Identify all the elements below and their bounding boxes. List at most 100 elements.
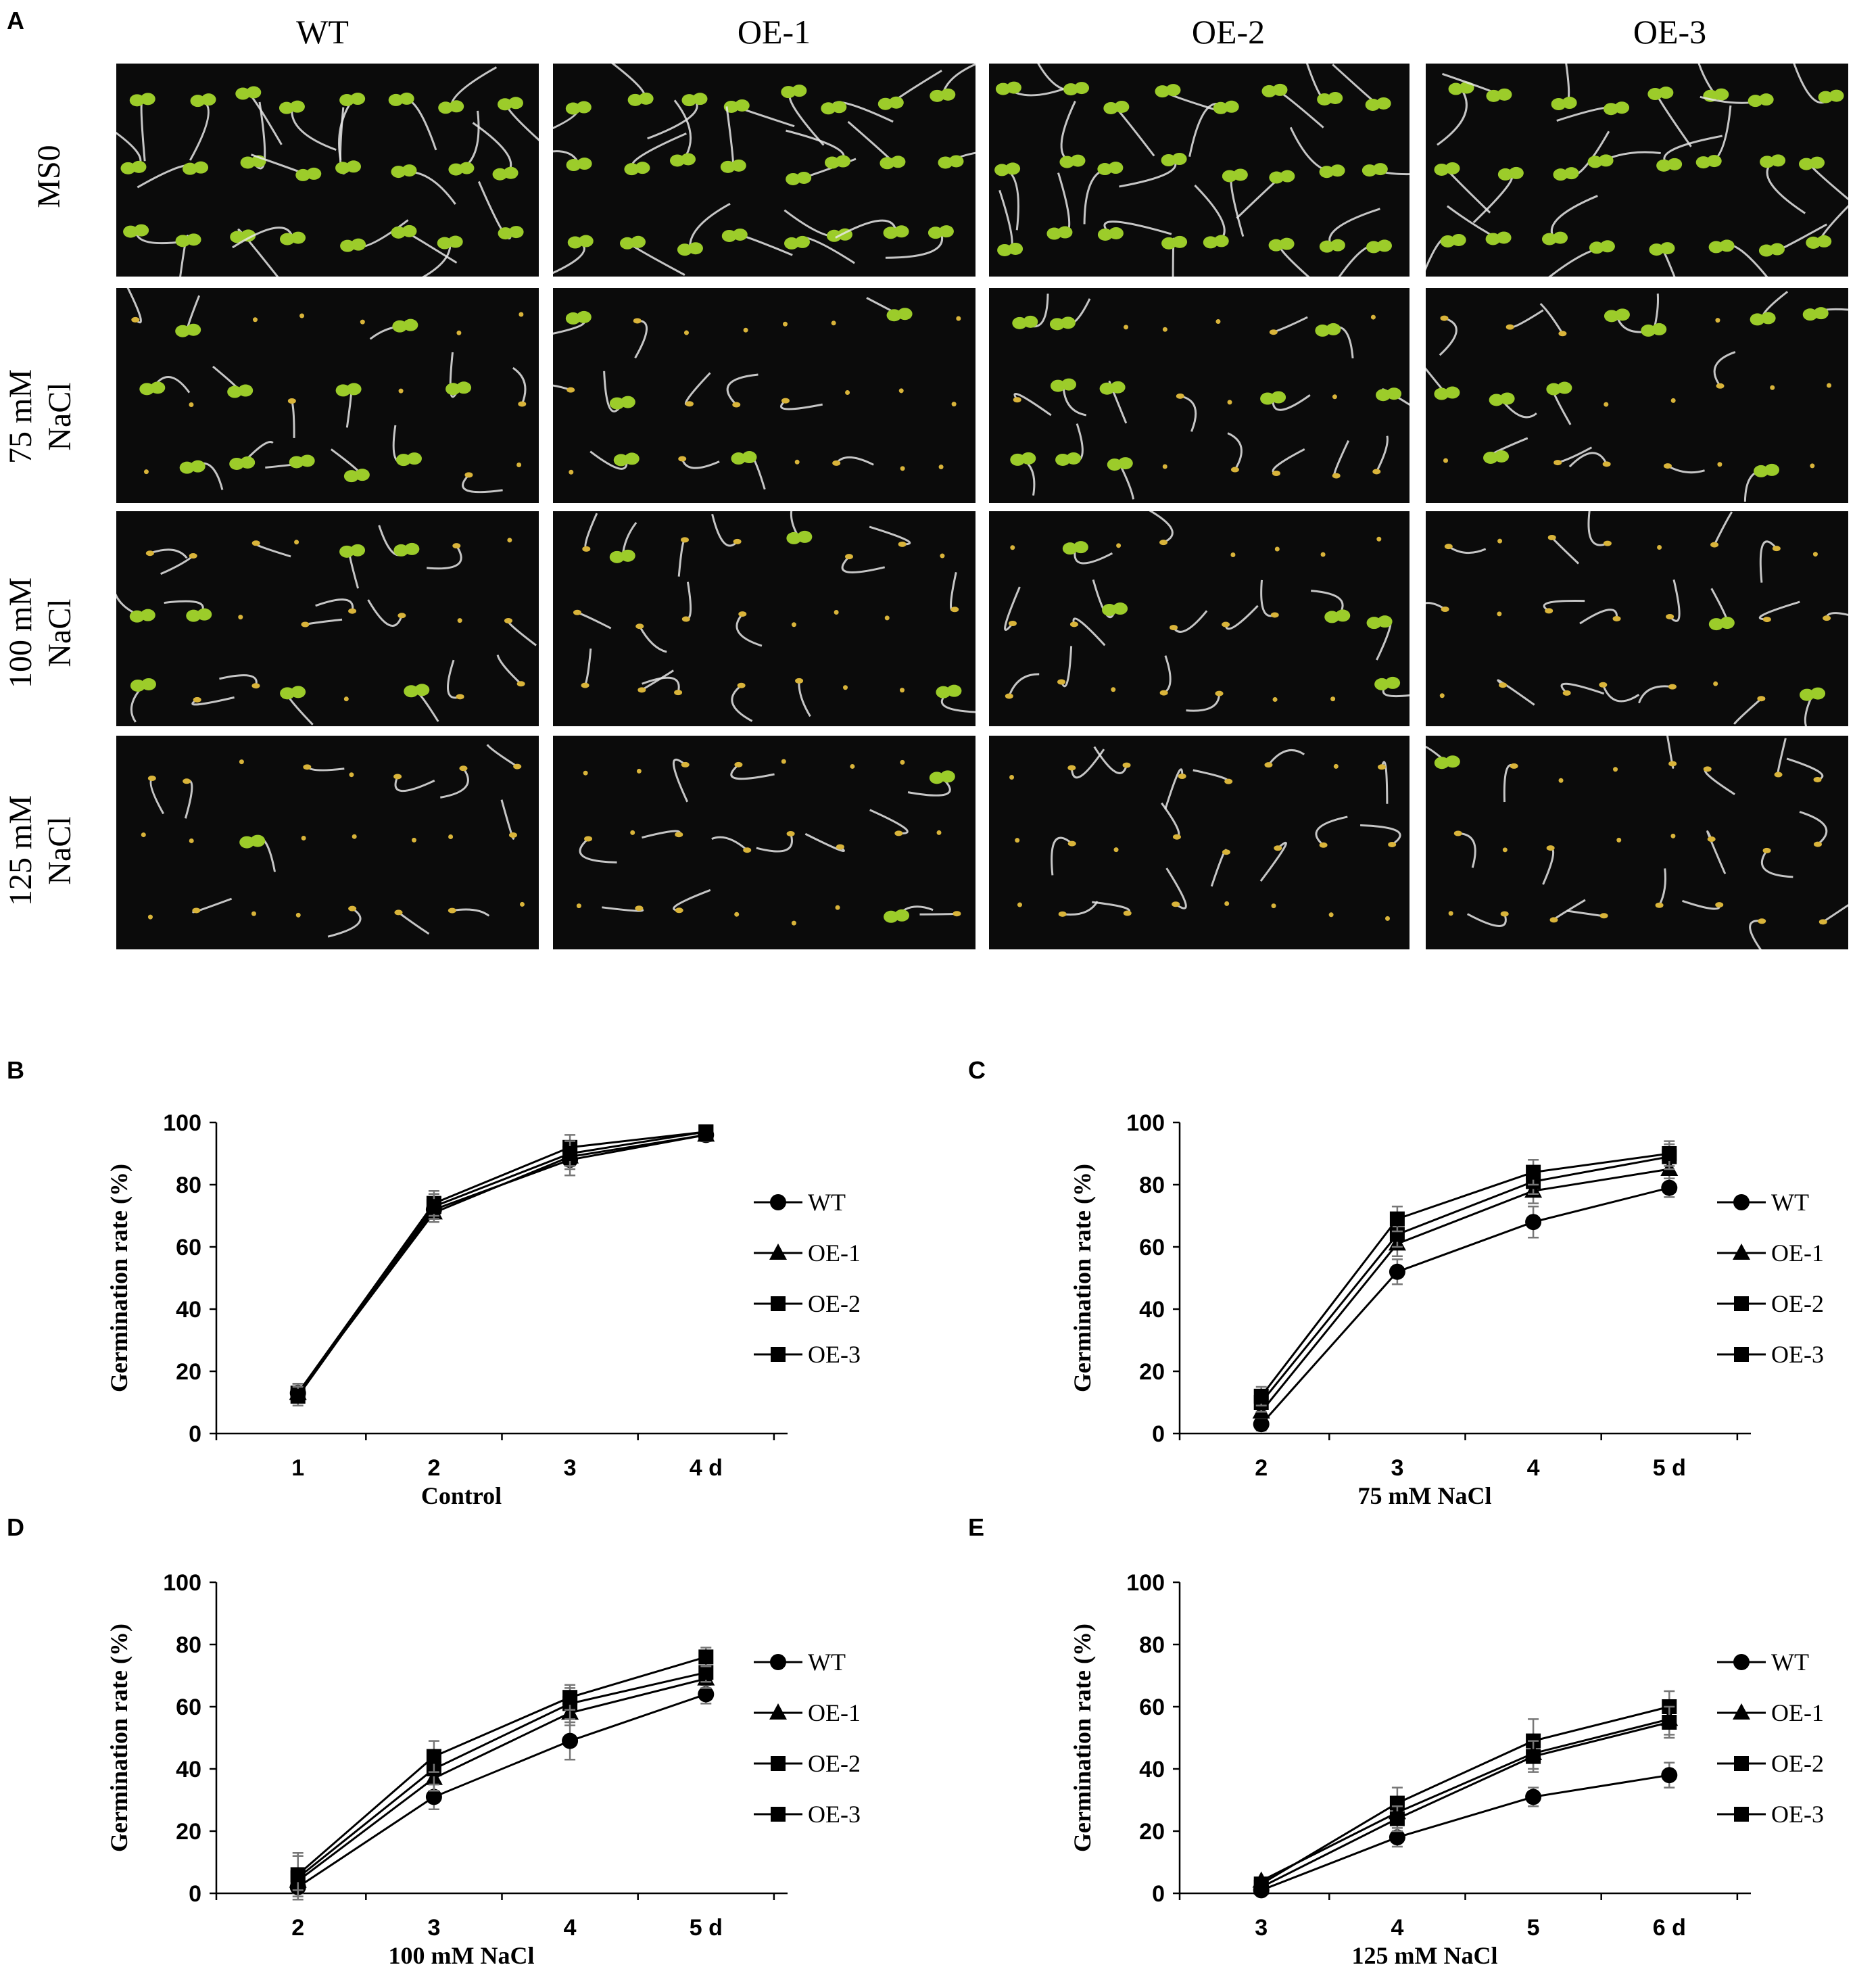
seedling bbox=[1670, 398, 1676, 403]
legend-label: OE-1 bbox=[1771, 1239, 1824, 1267]
seedling bbox=[784, 209, 852, 242]
seedling bbox=[845, 390, 850, 396]
seedling bbox=[1426, 745, 1460, 770]
seedling bbox=[472, 122, 519, 181]
seedling bbox=[175, 233, 201, 277]
column-label-oe1: OE-1 bbox=[737, 13, 811, 51]
series-line bbox=[297, 1131, 706, 1394]
y-tick-label: 100 bbox=[1126, 1110, 1165, 1136]
seedling bbox=[239, 759, 244, 765]
seedling bbox=[1338, 239, 1392, 277]
seedling bbox=[1083, 162, 1124, 224]
seedling bbox=[1426, 233, 1466, 271]
seedling bbox=[457, 618, 462, 623]
seedling-photo bbox=[989, 511, 1410, 726]
seedling bbox=[553, 150, 592, 172]
seedling-photo bbox=[553, 64, 975, 277]
seedling bbox=[681, 582, 692, 622]
x-tick-label: 3 bbox=[564, 1455, 577, 1481]
seedling bbox=[398, 388, 404, 394]
data-point bbox=[1253, 1388, 1269, 1404]
seedling bbox=[160, 553, 197, 575]
y-tick-label: 80 bbox=[1139, 1632, 1165, 1658]
data-point bbox=[1253, 1416, 1270, 1433]
seedling bbox=[1092, 901, 1132, 916]
seedling bbox=[1641, 293, 1667, 337]
seedling bbox=[936, 684, 975, 713]
seedling bbox=[250, 153, 322, 181]
seedling bbox=[1377, 761, 1389, 804]
seedling bbox=[1551, 64, 1577, 111]
legend-entry: OE-2 bbox=[1717, 1750, 1824, 1777]
y-tick-label: 60 bbox=[1139, 1695, 1165, 1720]
seedling bbox=[1568, 452, 1611, 468]
legend-marker bbox=[1733, 1654, 1750, 1670]
data-point bbox=[1662, 1715, 1677, 1730]
legend-marker bbox=[771, 1756, 786, 1771]
y-tick-label: 0 bbox=[1152, 1421, 1165, 1447]
seedling bbox=[1715, 318, 1720, 323]
seedling bbox=[1269, 316, 1308, 335]
seedling bbox=[898, 388, 904, 394]
data-point bbox=[290, 1388, 306, 1404]
seedling bbox=[1497, 611, 1502, 617]
seedling bbox=[1315, 815, 1348, 848]
legend-entry: OE-3 bbox=[1717, 1341, 1824, 1368]
seedling-photo bbox=[1426, 64, 1848, 277]
seedling bbox=[726, 373, 758, 408]
x-axis-title: 75 mM NaCl bbox=[1358, 1482, 1492, 1509]
x-tick-label: 5 bbox=[1527, 1915, 1540, 1941]
seedling bbox=[1058, 901, 1099, 917]
seedling bbox=[553, 101, 592, 130]
seedling bbox=[1004, 586, 1021, 631]
seedling bbox=[1483, 437, 1528, 464]
seedling bbox=[1333, 763, 1339, 769]
seedling bbox=[422, 235, 463, 277]
seedling bbox=[791, 920, 796, 926]
seedling bbox=[1750, 291, 1789, 326]
seedling bbox=[1103, 100, 1155, 157]
seedling bbox=[1448, 911, 1453, 916]
seedling bbox=[412, 837, 417, 843]
seedling bbox=[448, 834, 454, 839]
seedling bbox=[253, 317, 258, 323]
seedling bbox=[1539, 302, 1567, 337]
seedling bbox=[573, 609, 612, 630]
x-axis-title: 100 mM NaCl bbox=[389, 1942, 535, 1969]
seedling bbox=[1566, 909, 1608, 919]
seedling bbox=[994, 162, 1021, 231]
seedling bbox=[1260, 579, 1279, 618]
seedling bbox=[1604, 402, 1609, 407]
column-label-oe2: OE-2 bbox=[1191, 13, 1266, 51]
panel-e-letter: E bbox=[968, 1513, 985, 1541]
seedling bbox=[238, 615, 243, 620]
seedling bbox=[477, 181, 524, 240]
data-point bbox=[562, 1146, 578, 1161]
seedling bbox=[1055, 423, 1084, 466]
y-tick-label: 0 bbox=[189, 1421, 201, 1447]
seedling bbox=[1161, 802, 1181, 840]
seedling bbox=[1164, 768, 1186, 810]
legend-label: WT bbox=[808, 1649, 846, 1676]
seedling bbox=[391, 224, 458, 264]
seedling bbox=[736, 611, 763, 647]
legend-marker bbox=[771, 1807, 786, 1822]
seedling bbox=[1799, 156, 1848, 201]
seedling bbox=[630, 830, 635, 835]
seedling-photo bbox=[1426, 511, 1848, 726]
seedling bbox=[1268, 237, 1310, 277]
seedling bbox=[519, 312, 524, 317]
seedling bbox=[1647, 87, 1692, 147]
seedling bbox=[576, 903, 581, 909]
seedling bbox=[677, 203, 731, 256]
seedling bbox=[327, 905, 362, 938]
x-tick-label: 6 d bbox=[1653, 1915, 1686, 1941]
legend-entry: OE-1 bbox=[1717, 1699, 1824, 1726]
seedling bbox=[1360, 824, 1401, 847]
seedling bbox=[834, 610, 839, 615]
seedling bbox=[1062, 541, 1113, 565]
seedling bbox=[884, 905, 934, 923]
seedling bbox=[711, 836, 752, 853]
seedling bbox=[229, 441, 274, 470]
seedling bbox=[1758, 600, 1800, 623]
